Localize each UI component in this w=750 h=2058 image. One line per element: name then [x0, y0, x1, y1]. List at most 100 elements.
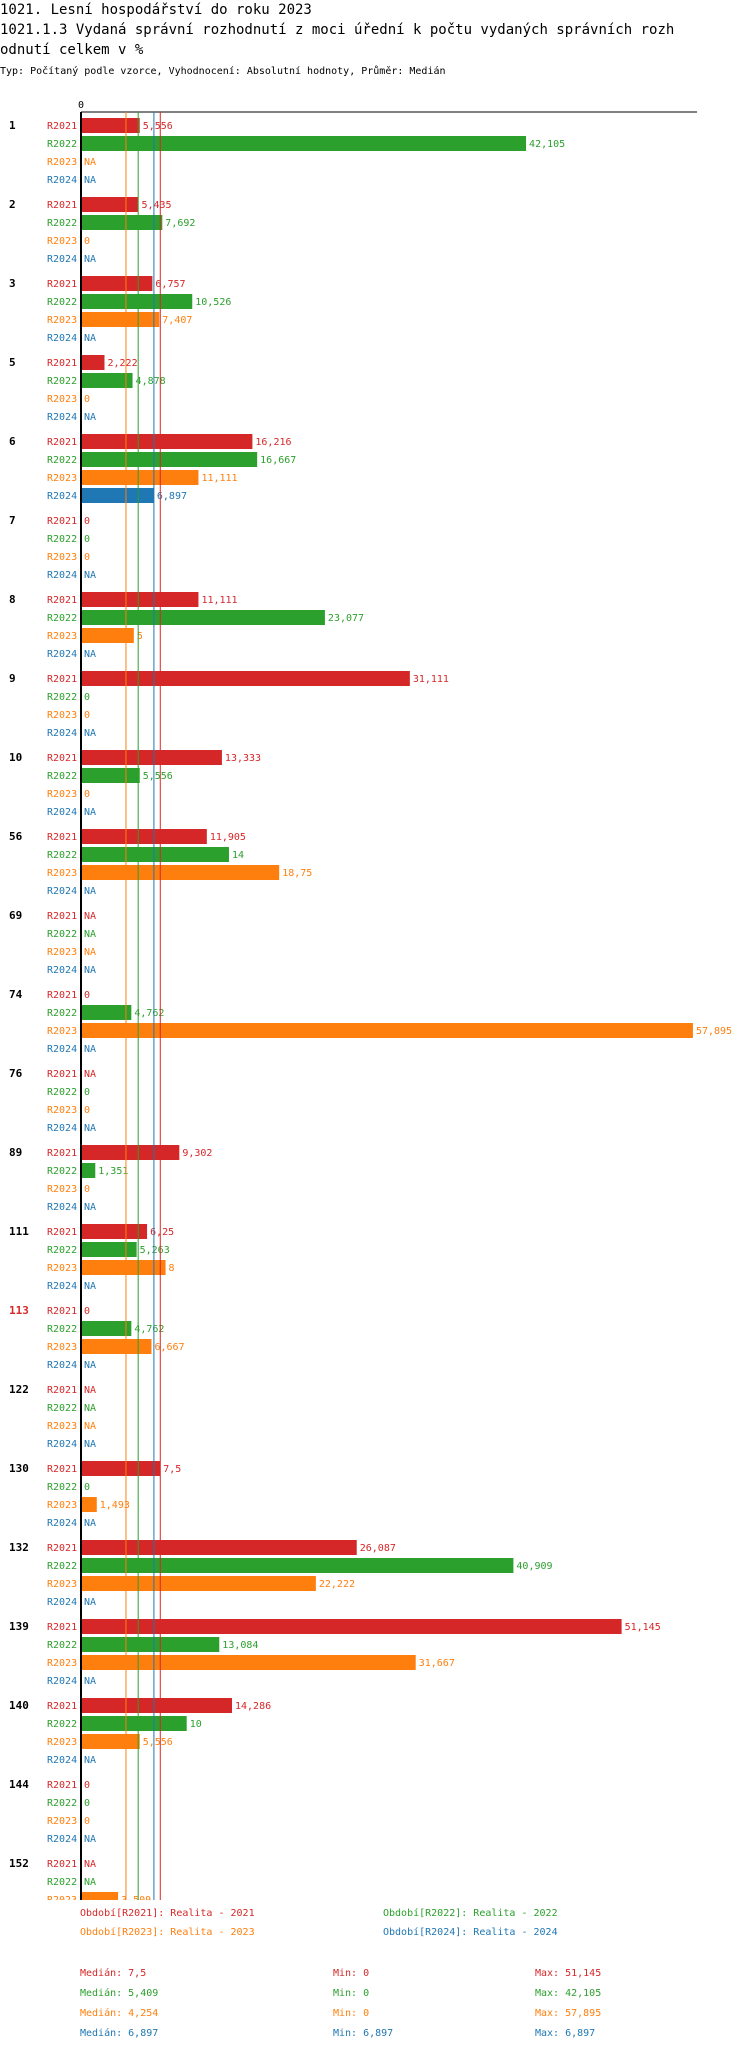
- series-label: R2022: [47, 376, 77, 387]
- group-label: 122: [9, 1383, 29, 1396]
- data-label: 4,762: [134, 1324, 164, 1335]
- data-label: NA: [84, 1518, 96, 1529]
- data-label: 16,667: [260, 455, 296, 466]
- bar: [81, 1023, 693, 1038]
- bar: [81, 1619, 622, 1634]
- data-label: 6,897: [157, 491, 187, 502]
- series-label: R2023: [47, 710, 77, 721]
- group-label: 1: [9, 119, 16, 132]
- legend-r2022: Období[R2022]: Realita - 2022: [383, 1908, 558, 1919]
- data-label: NA: [84, 1859, 96, 1870]
- series-label: R2024: [47, 1518, 77, 1529]
- data-label: 0: [84, 1798, 90, 1809]
- data-label: 0: [84, 710, 90, 721]
- data-label: 0: [84, 552, 90, 563]
- series-label: R2023: [47, 473, 77, 484]
- data-label: 0: [84, 789, 90, 800]
- stat-min-r2024: Min: 6,897: [333, 2028, 394, 2039]
- data-label: 5: [137, 631, 143, 642]
- bar: [81, 355, 105, 370]
- bar: [81, 610, 325, 625]
- data-label: NA: [84, 1597, 96, 1608]
- data-label: 6,667: [154, 1342, 184, 1353]
- bar: [81, 452, 258, 467]
- bar: [81, 1637, 220, 1652]
- data-label: 31,111: [413, 674, 449, 685]
- bar: [81, 865, 280, 880]
- group-label: 89: [9, 1146, 22, 1159]
- series-label: R2021: [47, 516, 77, 527]
- data-label: 0: [84, 1780, 90, 1791]
- group-label: 74: [9, 988, 23, 1001]
- series-label: R2023: [47, 868, 77, 879]
- series-label: R2021: [47, 990, 77, 1001]
- series-label: R2024: [47, 1834, 77, 1845]
- data-label: 1,493: [100, 1500, 130, 1511]
- series-label: R2024: [47, 965, 77, 976]
- chart-meta: Typ: Počítaný podle vzorce, Vyhodnocení:…: [0, 66, 446, 77]
- series-label: R2022: [47, 297, 77, 308]
- data-label: 51,145: [625, 1622, 661, 1633]
- group-label: 140: [9, 1699, 29, 1712]
- series-label: R2024: [47, 412, 77, 423]
- series-label: R2024: [47, 570, 77, 581]
- bar: [81, 1576, 316, 1591]
- data-label: 11,905: [210, 832, 246, 843]
- data-label: 6,757: [155, 279, 185, 290]
- bar: [81, 1655, 416, 1670]
- group-label: 6: [9, 435, 16, 448]
- bar: [81, 1497, 97, 1512]
- series-label: R2022: [47, 455, 77, 466]
- bar: [81, 434, 253, 449]
- series-label: R2023: [47, 394, 77, 405]
- data-label: 7,407: [162, 315, 192, 326]
- data-label: NA: [84, 1069, 96, 1080]
- series-label: R2022: [47, 1245, 77, 1256]
- series-label: R2024: [47, 649, 77, 660]
- series-label: R2023: [47, 1026, 77, 1037]
- data-label: 0: [84, 990, 90, 1001]
- series-label: R2024: [47, 807, 77, 818]
- group-label: 144: [9, 1778, 29, 1791]
- group-label: 76: [9, 1067, 23, 1080]
- bar: [81, 373, 133, 388]
- series-label: R2022: [47, 1561, 77, 1572]
- series-label: R2023: [47, 1737, 77, 1748]
- data-label: 0: [84, 534, 90, 545]
- data-label: 0: [84, 1105, 90, 1116]
- bar: [81, 829, 207, 844]
- data-label: NA: [84, 1834, 96, 1845]
- data-label: NA: [84, 157, 96, 168]
- legend-r2024: Období[R2024]: Realita - 2024: [383, 1927, 558, 1938]
- data-label: NA: [84, 1281, 96, 1292]
- bar: [81, 1242, 137, 1257]
- series-label: R2023: [47, 1421, 77, 1432]
- data-label: 11,111: [201, 473, 237, 484]
- group-label: 56: [9, 830, 23, 843]
- group-label: 132: [9, 1541, 29, 1554]
- legend-r2023: Období[R2023]: Realita - 2023: [80, 1927, 255, 1938]
- data-label: NA: [84, 947, 96, 958]
- data-label: NA: [84, 1123, 96, 1134]
- series-label: R2024: [47, 1123, 77, 1134]
- bar: [81, 470, 199, 485]
- data-label: 4,878: [136, 376, 166, 387]
- series-label: R2023: [47, 1500, 77, 1511]
- data-label: NA: [84, 412, 96, 423]
- series-label: R2021: [47, 1780, 77, 1791]
- stat-median-r2023: Medián: 4,254: [80, 2008, 159, 2019]
- data-label: 5,556: [143, 771, 173, 782]
- series-label: R2021: [47, 1227, 77, 1238]
- data-label: NA: [84, 254, 96, 265]
- series-label: R2022: [47, 1719, 77, 1730]
- data-label: 0: [84, 1306, 90, 1317]
- data-label: 0: [84, 1816, 90, 1827]
- series-label: R2022: [47, 771, 77, 782]
- data-label: NA: [84, 649, 96, 660]
- series-label: R2022: [47, 534, 77, 545]
- series-label: R2024: [47, 1676, 77, 1687]
- data-label: 13,084: [222, 1640, 258, 1651]
- series-label: R2023: [47, 1263, 77, 1274]
- data-label: NA: [84, 570, 96, 581]
- series-label: R2024: [47, 1360, 77, 1371]
